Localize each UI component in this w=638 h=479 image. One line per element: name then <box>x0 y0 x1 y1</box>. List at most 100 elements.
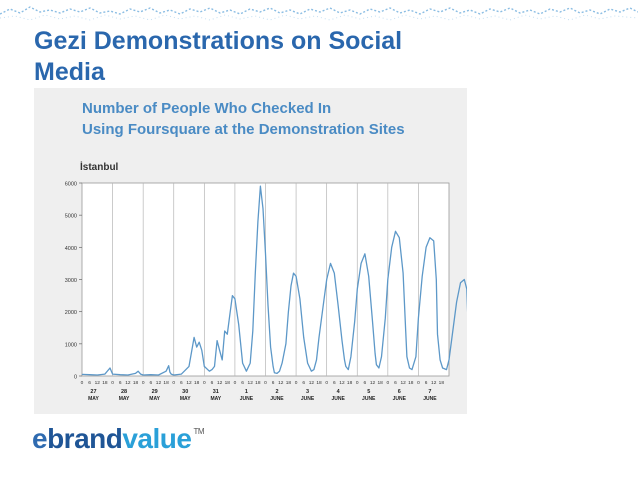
y-tick-label: 6000 <box>65 182 77 188</box>
data-point <box>456 301 457 303</box>
hour-tick-label: 0 <box>203 380 206 386</box>
month-label: JUNE <box>423 396 437 402</box>
hour-tick-label: 12 <box>156 380 162 386</box>
data-point <box>211 369 213 370</box>
data-point <box>378 367 380 369</box>
data-point <box>252 330 254 332</box>
data-point <box>299 298 301 300</box>
data-point <box>290 285 292 287</box>
hour-tick-label: 12 <box>95 380 101 386</box>
data-point <box>249 362 251 364</box>
data-point <box>198 341 200 343</box>
month-label: MAY <box>149 396 160 402</box>
day-label: 28 <box>121 389 127 395</box>
data-point <box>221 359 223 361</box>
slide-title-line-1: Gezi Demonstrations on Social <box>34 27 403 55</box>
data-point <box>387 279 389 280</box>
data-point <box>227 333 228 335</box>
data-point <box>399 237 400 238</box>
month-label: JUNE <box>331 396 345 402</box>
hour-tick-label: 6 <box>394 380 397 386</box>
month-label: MAY <box>88 396 99 402</box>
data-point <box>288 311 289 312</box>
data-point <box>119 374 121 376</box>
data-point <box>140 373 141 375</box>
data-point <box>360 263 362 264</box>
data-point <box>464 279 465 280</box>
data-point <box>376 364 377 366</box>
data-point <box>181 373 182 375</box>
data-point <box>418 317 419 319</box>
hour-tick-label: 6 <box>241 380 244 386</box>
hour-tick-label: 18 <box>194 380 200 386</box>
hour-tick-label: 12 <box>309 380 315 386</box>
data-point <box>262 208 264 209</box>
data-point <box>281 362 283 364</box>
data-point <box>344 359 345 361</box>
y-tick-label: 1000 <box>65 342 77 348</box>
month-label: MAY <box>210 396 221 402</box>
hour-tick-label: 0 <box>234 380 237 386</box>
data-point <box>158 374 159 376</box>
hour-tick-label: 12 <box>186 380 192 386</box>
month-label: MAY <box>119 396 130 402</box>
hour-tick-label: 18 <box>347 380 353 386</box>
data-point <box>374 353 376 354</box>
hour-tick-label: 18 <box>225 380 231 386</box>
hour-tick-label: 0 <box>142 380 145 386</box>
hour-tick-label: 12 <box>339 380 345 386</box>
logo-trademark: TM <box>193 427 205 436</box>
data-point <box>169 371 171 373</box>
data-point <box>406 356 408 358</box>
data-point <box>415 356 417 358</box>
data-point <box>276 373 278 374</box>
data-point <box>234 298 236 300</box>
data-point <box>274 372 275 374</box>
data-point <box>368 276 370 277</box>
hour-tick-label: 12 <box>370 380 376 386</box>
hour-tick-label: 6 <box>425 380 428 386</box>
hour-tick-label: 6 <box>364 380 367 386</box>
data-point <box>204 366 205 367</box>
hour-tick-label: 0 <box>264 380 267 386</box>
data-point <box>411 369 413 370</box>
data-point <box>170 373 172 375</box>
data-point <box>350 356 352 358</box>
data-point <box>436 279 437 280</box>
decorative-wave-line <box>0 6 638 15</box>
hour-tick-label: 0 <box>81 380 84 386</box>
decorative-border <box>0 6 638 21</box>
hour-tick-label: 18 <box>316 380 322 386</box>
data-point <box>229 314 231 316</box>
hour-tick-label: 18 <box>102 380 108 386</box>
data-point <box>150 374 152 376</box>
data-point <box>137 370 139 372</box>
data-point <box>330 263 331 264</box>
data-point <box>323 298 325 300</box>
data-point <box>364 253 366 255</box>
data-point <box>168 365 169 367</box>
data-point <box>97 374 98 376</box>
data-point <box>409 367 410 369</box>
hour-tick-label: 12 <box>278 380 284 386</box>
hour-tick-label: 18 <box>408 380 414 386</box>
data-point <box>267 304 269 306</box>
data-point <box>255 272 256 274</box>
data-point <box>109 367 111 369</box>
hour-tick-label: 18 <box>439 380 445 386</box>
month-label: JUNE <box>240 396 254 402</box>
data-point <box>391 247 393 248</box>
logo-value: value <box>122 423 192 454</box>
series-line-checkins <box>81 185 467 376</box>
data-point <box>425 247 427 248</box>
hour-tick-label: 6 <box>149 380 152 386</box>
month-label: MAY <box>180 396 191 402</box>
data-point <box>257 221 259 222</box>
data-point <box>334 272 335 274</box>
chart-subtitle: İstanbul <box>80 162 119 173</box>
logo-brand: brand <box>47 423 123 454</box>
data-point <box>127 374 129 376</box>
data-point <box>293 272 294 274</box>
data-point <box>272 366 274 367</box>
day-label: 7 <box>428 389 431 395</box>
